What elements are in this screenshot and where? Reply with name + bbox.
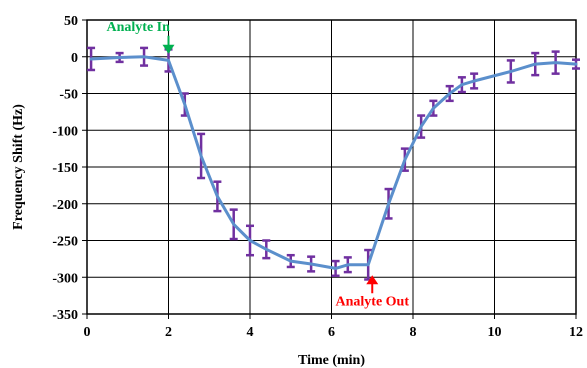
x-tick-label: 12: [569, 325, 583, 340]
y-axis-title: Frequency Shift (Hz): [11, 104, 26, 230]
y-tick-label: -200: [52, 198, 78, 213]
x-tick-label: 6: [328, 325, 335, 340]
x-axis-title: Time (min): [298, 353, 365, 368]
annotation: Analyte In: [107, 20, 175, 54]
y-tick-label: -50: [59, 88, 78, 103]
series: [89, 55, 578, 270]
annotation-label: Analyte Out: [336, 294, 410, 309]
annotation-label: Analyte In: [107, 20, 171, 35]
axes: 50 0 -50 -100 -150 -200 -250 -300 -350 0 2 4 6 8 10 12: [52, 14, 583, 340]
x-tick-label: 8: [410, 325, 417, 340]
y-tick-label: -350: [52, 308, 78, 323]
x-tick-label: 10: [488, 325, 502, 340]
y-tick-label: -250: [52, 235, 78, 250]
y-tick-label: 0: [71, 51, 78, 66]
x-tick-label: 4: [247, 325, 254, 340]
series-line: [89, 55, 578, 270]
annotations: Analyte In Analyte Out: [107, 20, 410, 310]
annotation-arrow-head: [366, 275, 379, 285]
annotation-arrow-head: [162, 44, 175, 54]
y-tick-label: -100: [52, 124, 78, 139]
x-tick-label: 2: [165, 325, 172, 340]
x-tick-label: 0: [84, 325, 91, 340]
y-tick-label: 50: [64, 14, 78, 29]
annotation: Analyte Out: [336, 275, 410, 309]
y-tick-label: -300: [52, 271, 78, 286]
y-tick-label: -150: [52, 161, 78, 176]
